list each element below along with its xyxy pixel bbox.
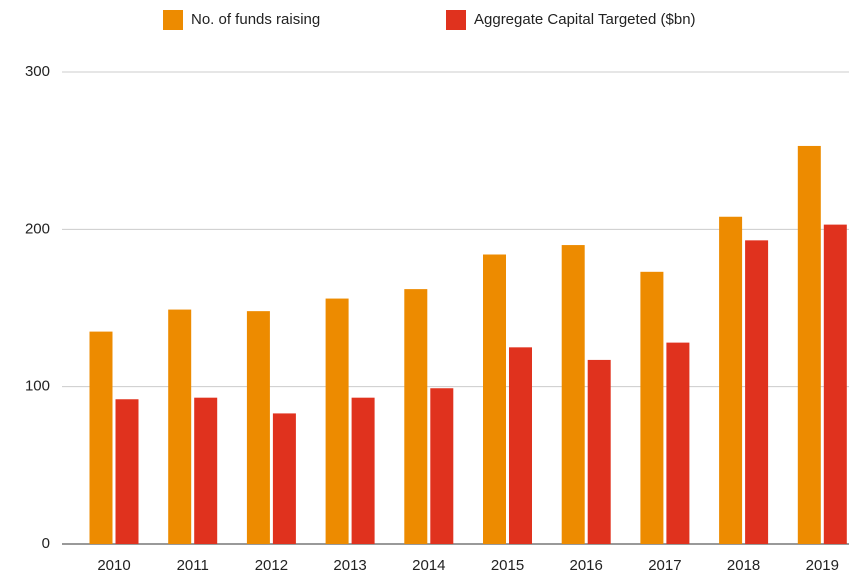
legend-label: Aggregate Capital Targeted ($bn) — [474, 11, 696, 28]
bar — [194, 397, 218, 544]
bar — [561, 245, 585, 545]
bar — [89, 331, 113, 544]
x-tick-label: 2017 — [648, 557, 681, 574]
bar — [666, 342, 690, 544]
bar — [325, 298, 349, 544]
bar — [115, 399, 139, 544]
x-tick-label: 2014 — [412, 557, 445, 574]
bar — [168, 309, 192, 544]
bar — [587, 359, 611, 544]
y-tick-label: 0 — [42, 535, 50, 552]
bar — [823, 224, 847, 544]
x-tick-label: 2011 — [177, 557, 209, 574]
legend-swatch — [446, 10, 466, 30]
x-tick-label: 2016 — [570, 557, 603, 574]
legend-swatch — [163, 10, 183, 30]
legend-label: No. of funds raising — [191, 11, 320, 28]
bar — [351, 397, 375, 544]
y-tick-label: 300 — [25, 63, 50, 80]
x-tick-label: 2010 — [97, 557, 130, 574]
y-tick-label: 100 — [25, 378, 50, 395]
bar — [404, 289, 428, 544]
bar — [509, 347, 532, 544]
bar — [246, 311, 270, 544]
x-tick-label: 2012 — [255, 557, 288, 574]
x-tick-label: 2015 — [491, 557, 524, 574]
bar — [430, 388, 454, 544]
y-tick-label: 200 — [25, 220, 50, 237]
bar — [640, 271, 664, 544]
x-tick-label: 2013 — [333, 557, 366, 574]
bar — [797, 145, 821, 545]
bar — [719, 216, 743, 544]
bar — [745, 240, 769, 544]
bar — [483, 254, 506, 545]
x-tick-label: 2019 — [806, 557, 839, 574]
x-tick-label: 2018 — [727, 557, 760, 574]
bar — [272, 413, 296, 544]
